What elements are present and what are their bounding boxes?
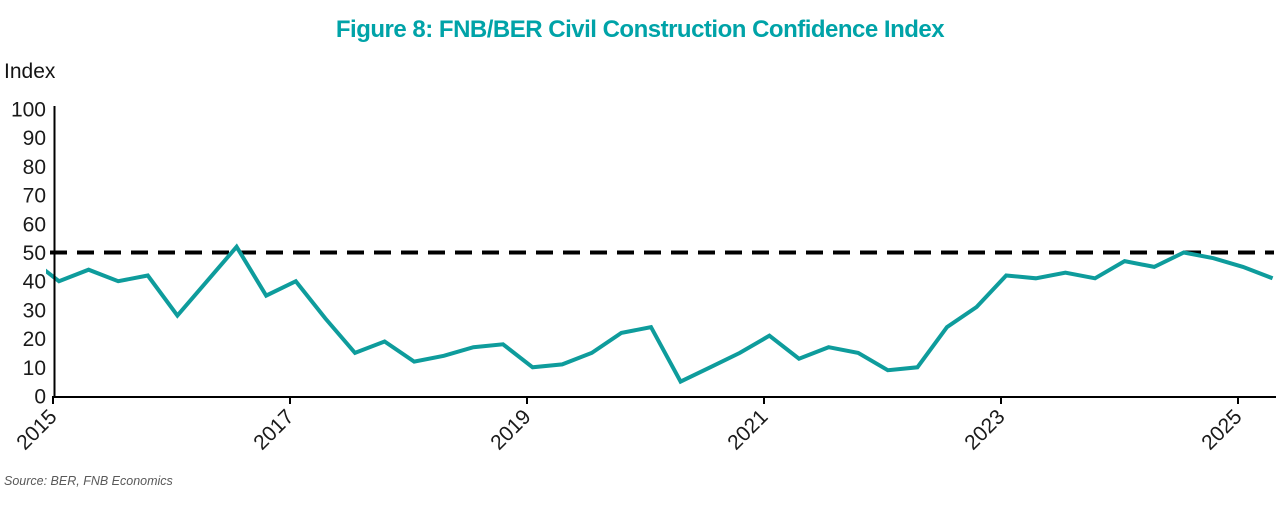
x-tick-label: 2019 [486,405,535,454]
y-axis-title: Index [4,60,56,83]
y-tick-label: 50 [23,242,46,265]
y-tick-label: 20 [23,328,46,351]
y-tick-label: 100 [11,99,46,122]
x-tick-label: 2021 [723,405,772,454]
figure-title: Figure 8: FNB/BER Civil Construction Con… [335,16,945,43]
confidence-line [46,243,1274,385]
y-tick-labels: 0 10 20 30 40 50 60 70 80 90 100 [11,99,46,409]
source-note: Source: BER, FNB Economics [4,474,173,488]
x-tick-label: 2023 [960,405,1009,454]
y-tick-label: 0 [34,386,46,409]
y-tick-label: 90 [23,127,46,150]
y-tick-label: 40 [23,271,46,294]
y-tick-label: 10 [23,357,46,380]
x-tick-label: 2015 [12,405,61,454]
x-tick-label: 2017 [249,405,298,454]
y-tick-label: 70 [23,185,46,208]
y-tick-label: 60 [23,213,46,236]
x-tick-labels: 2015 2017 2019 2021 2023 2025 [12,397,1247,455]
y-tick-label: 80 [23,156,46,179]
x-tick-label: 2025 [1197,405,1246,454]
y-tick-label: 30 [23,299,46,322]
